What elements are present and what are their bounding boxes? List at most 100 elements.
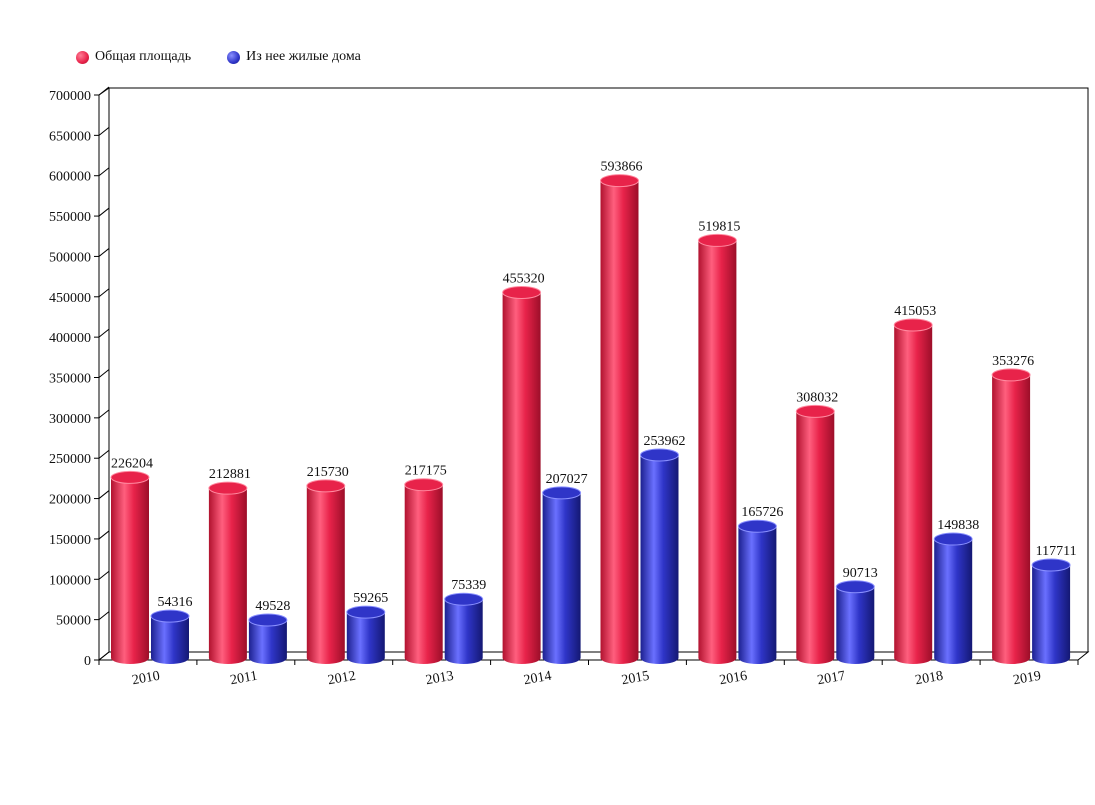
y-tick-depth — [98, 167, 110, 177]
bar-cap — [150, 609, 190, 623]
x-tick-label: 2010 — [131, 669, 161, 689]
y-tick-depth — [98, 530, 110, 540]
value-label: 415053 — [894, 304, 936, 319]
legend-label-series-1: Из нее жилые дома — [246, 49, 361, 64]
y-tick-depth — [98, 409, 110, 419]
bar-cap — [346, 605, 386, 619]
x-tick-label: 2012 — [327, 669, 357, 689]
bar-body — [738, 526, 777, 664]
bar-total-area-2013[interactable] — [404, 478, 444, 664]
bar-body — [934, 539, 973, 664]
y-tick-label: 500000 — [49, 250, 91, 265]
bar-residential-2017[interactable] — [835, 580, 875, 664]
bar-residential-2013[interactable] — [444, 592, 484, 664]
x-tick-label: 2016 — [718, 669, 748, 689]
bar-cap — [835, 580, 875, 594]
bar-cap — [640, 448, 679, 462]
bar-total-area-2012[interactable] — [306, 479, 346, 664]
bar-cap — [208, 481, 248, 495]
legend: Общая площадь Из нее жилые дома — [76, 47, 361, 67]
bar-body — [346, 612, 385, 664]
legend-marker-series-1 — [227, 50, 241, 64]
value-label: 207027 — [546, 472, 588, 487]
legend-label-series-0: Общая площадь — [95, 49, 192, 64]
y-tick-label: 300000 — [49, 412, 91, 427]
legend-item-series-0[interactable]: Общая площадь — [76, 49, 191, 65]
value-label: 215730 — [307, 465, 349, 480]
bar-residential-2019[interactable] — [1031, 558, 1071, 664]
bar-residential-2018[interactable] — [933, 532, 973, 664]
y-tick-label: 50000 — [56, 614, 91, 629]
bar-total-area-2011[interactable] — [208, 481, 248, 664]
value-labels: 226204 212881 215730 217175 455320 593866 5198… — [111, 160, 1077, 614]
bar-cap — [795, 404, 835, 418]
bar-body — [992, 374, 1031, 664]
bar-total-area-2019[interactable] — [991, 368, 1031, 664]
value-label: 165726 — [741, 505, 783, 520]
x-tick-label: 2013 — [425, 669, 455, 689]
x-tick-label: 2019 — [1012, 669, 1042, 689]
bar-total-area-2010[interactable] — [110, 470, 150, 664]
y-tick-label: 450000 — [49, 291, 91, 306]
bar-cap — [404, 478, 444, 492]
value-label: 149838 — [937, 518, 979, 533]
bar-cap — [110, 470, 150, 484]
y-tick-label: 400000 — [49, 331, 91, 346]
bar-total-area-2015[interactable] — [600, 174, 639, 665]
y-tick-depth — [98, 651, 110, 661]
bar-total-area-2016[interactable] — [697, 233, 737, 664]
bar-body — [640, 455, 679, 664]
bar-residential-2016[interactable] — [737, 519, 777, 664]
y-tick-depth — [98, 449, 110, 459]
bar-body — [111, 477, 149, 664]
y-tick-depth — [98, 207, 110, 217]
bar-cap — [991, 368, 1031, 382]
value-label: 253962 — [644, 434, 686, 449]
bar-body — [248, 620, 287, 664]
bar-body — [208, 488, 247, 664]
bar-residential-2015[interactable] — [640, 448, 679, 664]
bar-residential-2014[interactable] — [542, 486, 582, 664]
bar-cap — [933, 532, 973, 546]
y-tick-label: 250000 — [49, 452, 91, 467]
y-tick-label: 550000 — [49, 210, 91, 225]
bar-body — [306, 485, 345, 664]
y-tick-label: 600000 — [49, 170, 91, 185]
value-label: 90713 — [843, 566, 878, 581]
bar-cap — [600, 174, 639, 188]
x-tick-label: 2011 — [229, 669, 259, 689]
y-tick-label: 0 — [84, 654, 91, 669]
bar-residential-2010[interactable] — [150, 609, 190, 664]
bar-total-area-2018[interactable] — [893, 318, 933, 664]
y-tick-depth — [98, 570, 110, 580]
y-tick-depth — [98, 611, 110, 621]
y-tick-depth — [98, 288, 110, 298]
legend-marker-series-0 — [76, 50, 89, 64]
bar-body — [151, 616, 189, 664]
value-label: 54316 — [158, 595, 193, 610]
bar-residential-2011[interactable] — [248, 613, 288, 664]
bar-cap — [893, 318, 933, 332]
x-axis: 2010 2011 2012 2013 2014 2015 2016 2017 2018 2019 — [98, 659, 1079, 689]
bar-residential-2012[interactable] — [346, 605, 386, 664]
bar-body — [796, 411, 835, 664]
x-tick-label: 2017 — [816, 669, 846, 689]
bar-body — [502, 292, 541, 664]
bar-cap — [697, 233, 737, 247]
bar-cap — [502, 285, 542, 299]
y-tick-depth — [98, 86, 110, 96]
bar-body — [404, 484, 443, 664]
bar-total-area-2017[interactable] — [795, 404, 835, 664]
y-tick-label: 650000 — [49, 129, 91, 144]
bar-cap — [248, 613, 288, 627]
bar-cap — [306, 479, 346, 493]
value-label: 212881 — [209, 467, 251, 482]
value-label: 455320 — [503, 271, 545, 286]
y-tick-depth — [98, 490, 110, 499]
bar-body — [698, 240, 737, 664]
y-tick-depth — [98, 369, 110, 378]
y-tick-depth — [98, 328, 110, 338]
bar-total-area-2014[interactable] — [502, 285, 542, 664]
legend-item-series-1[interactable]: Из нее жилые дома — [227, 49, 361, 65]
